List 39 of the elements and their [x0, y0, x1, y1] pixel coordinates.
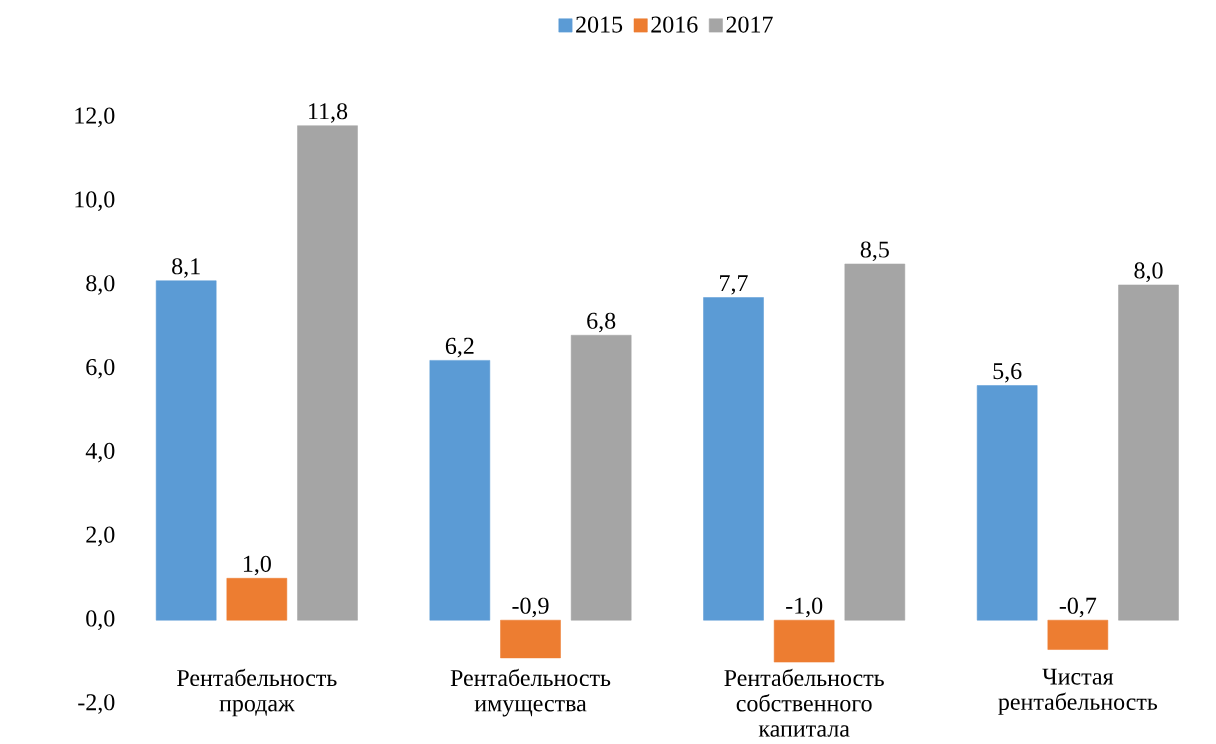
bar: [570, 334, 632, 621]
bar: [844, 263, 906, 621]
data-label: 8,0: [1134, 262, 1163, 283]
bar: [500, 619, 561, 659]
data-label: 6,2: [445, 337, 474, 358]
bar: [226, 578, 288, 621]
y-tick-label: 10,0: [75, 191, 115, 211]
data-label: 6,8: [587, 312, 616, 333]
y-tick-label: 4,0: [85, 442, 115, 463]
x-tick-label: Рентабельность продаж: [177, 668, 337, 717]
legend-label: 2017: [726, 16, 773, 33]
data-label: 11,8: [309, 103, 348, 123]
y-tick-label: -2,0: [78, 694, 115, 714]
bar: [773, 619, 835, 663]
x-tick-label: Рентабельность имущества: [450, 668, 611, 717]
bar: [1047, 619, 1109, 650]
x-tick-label: Чистая рентабельность: [998, 668, 1158, 715]
y-tick-label: 2,0: [86, 526, 115, 547]
bar: [703, 297, 764, 621]
legend-label: 2016: [651, 16, 698, 33]
y-tick-label: 12,0: [75, 107, 115, 128]
legend-label: 2015: [576, 16, 623, 33]
bar: [297, 125, 358, 621]
y-tick-label: 6,0: [86, 358, 115, 379]
bar: [155, 280, 217, 621]
data-label: -0,9: [512, 597, 549, 618]
y-tick-label: 0,0: [86, 610, 115, 631]
data-label: 8,5: [860, 241, 889, 262]
bar: [976, 385, 1038, 621]
data-label: 5,6: [993, 363, 1022, 383]
data-label: -1,0: [786, 597, 823, 618]
data-label: 7,7: [720, 275, 748, 295]
data-label: -0,7: [1059, 597, 1097, 618]
data-label: 1,0: [243, 555, 271, 576]
bar: [1118, 284, 1179, 621]
x-tick-label: Рентабельность собственного капитала: [724, 668, 884, 737]
bar: [429, 360, 491, 621]
data-label: 8,1: [172, 258, 200, 278]
y-tick-label: 8,0: [86, 275, 115, 295]
